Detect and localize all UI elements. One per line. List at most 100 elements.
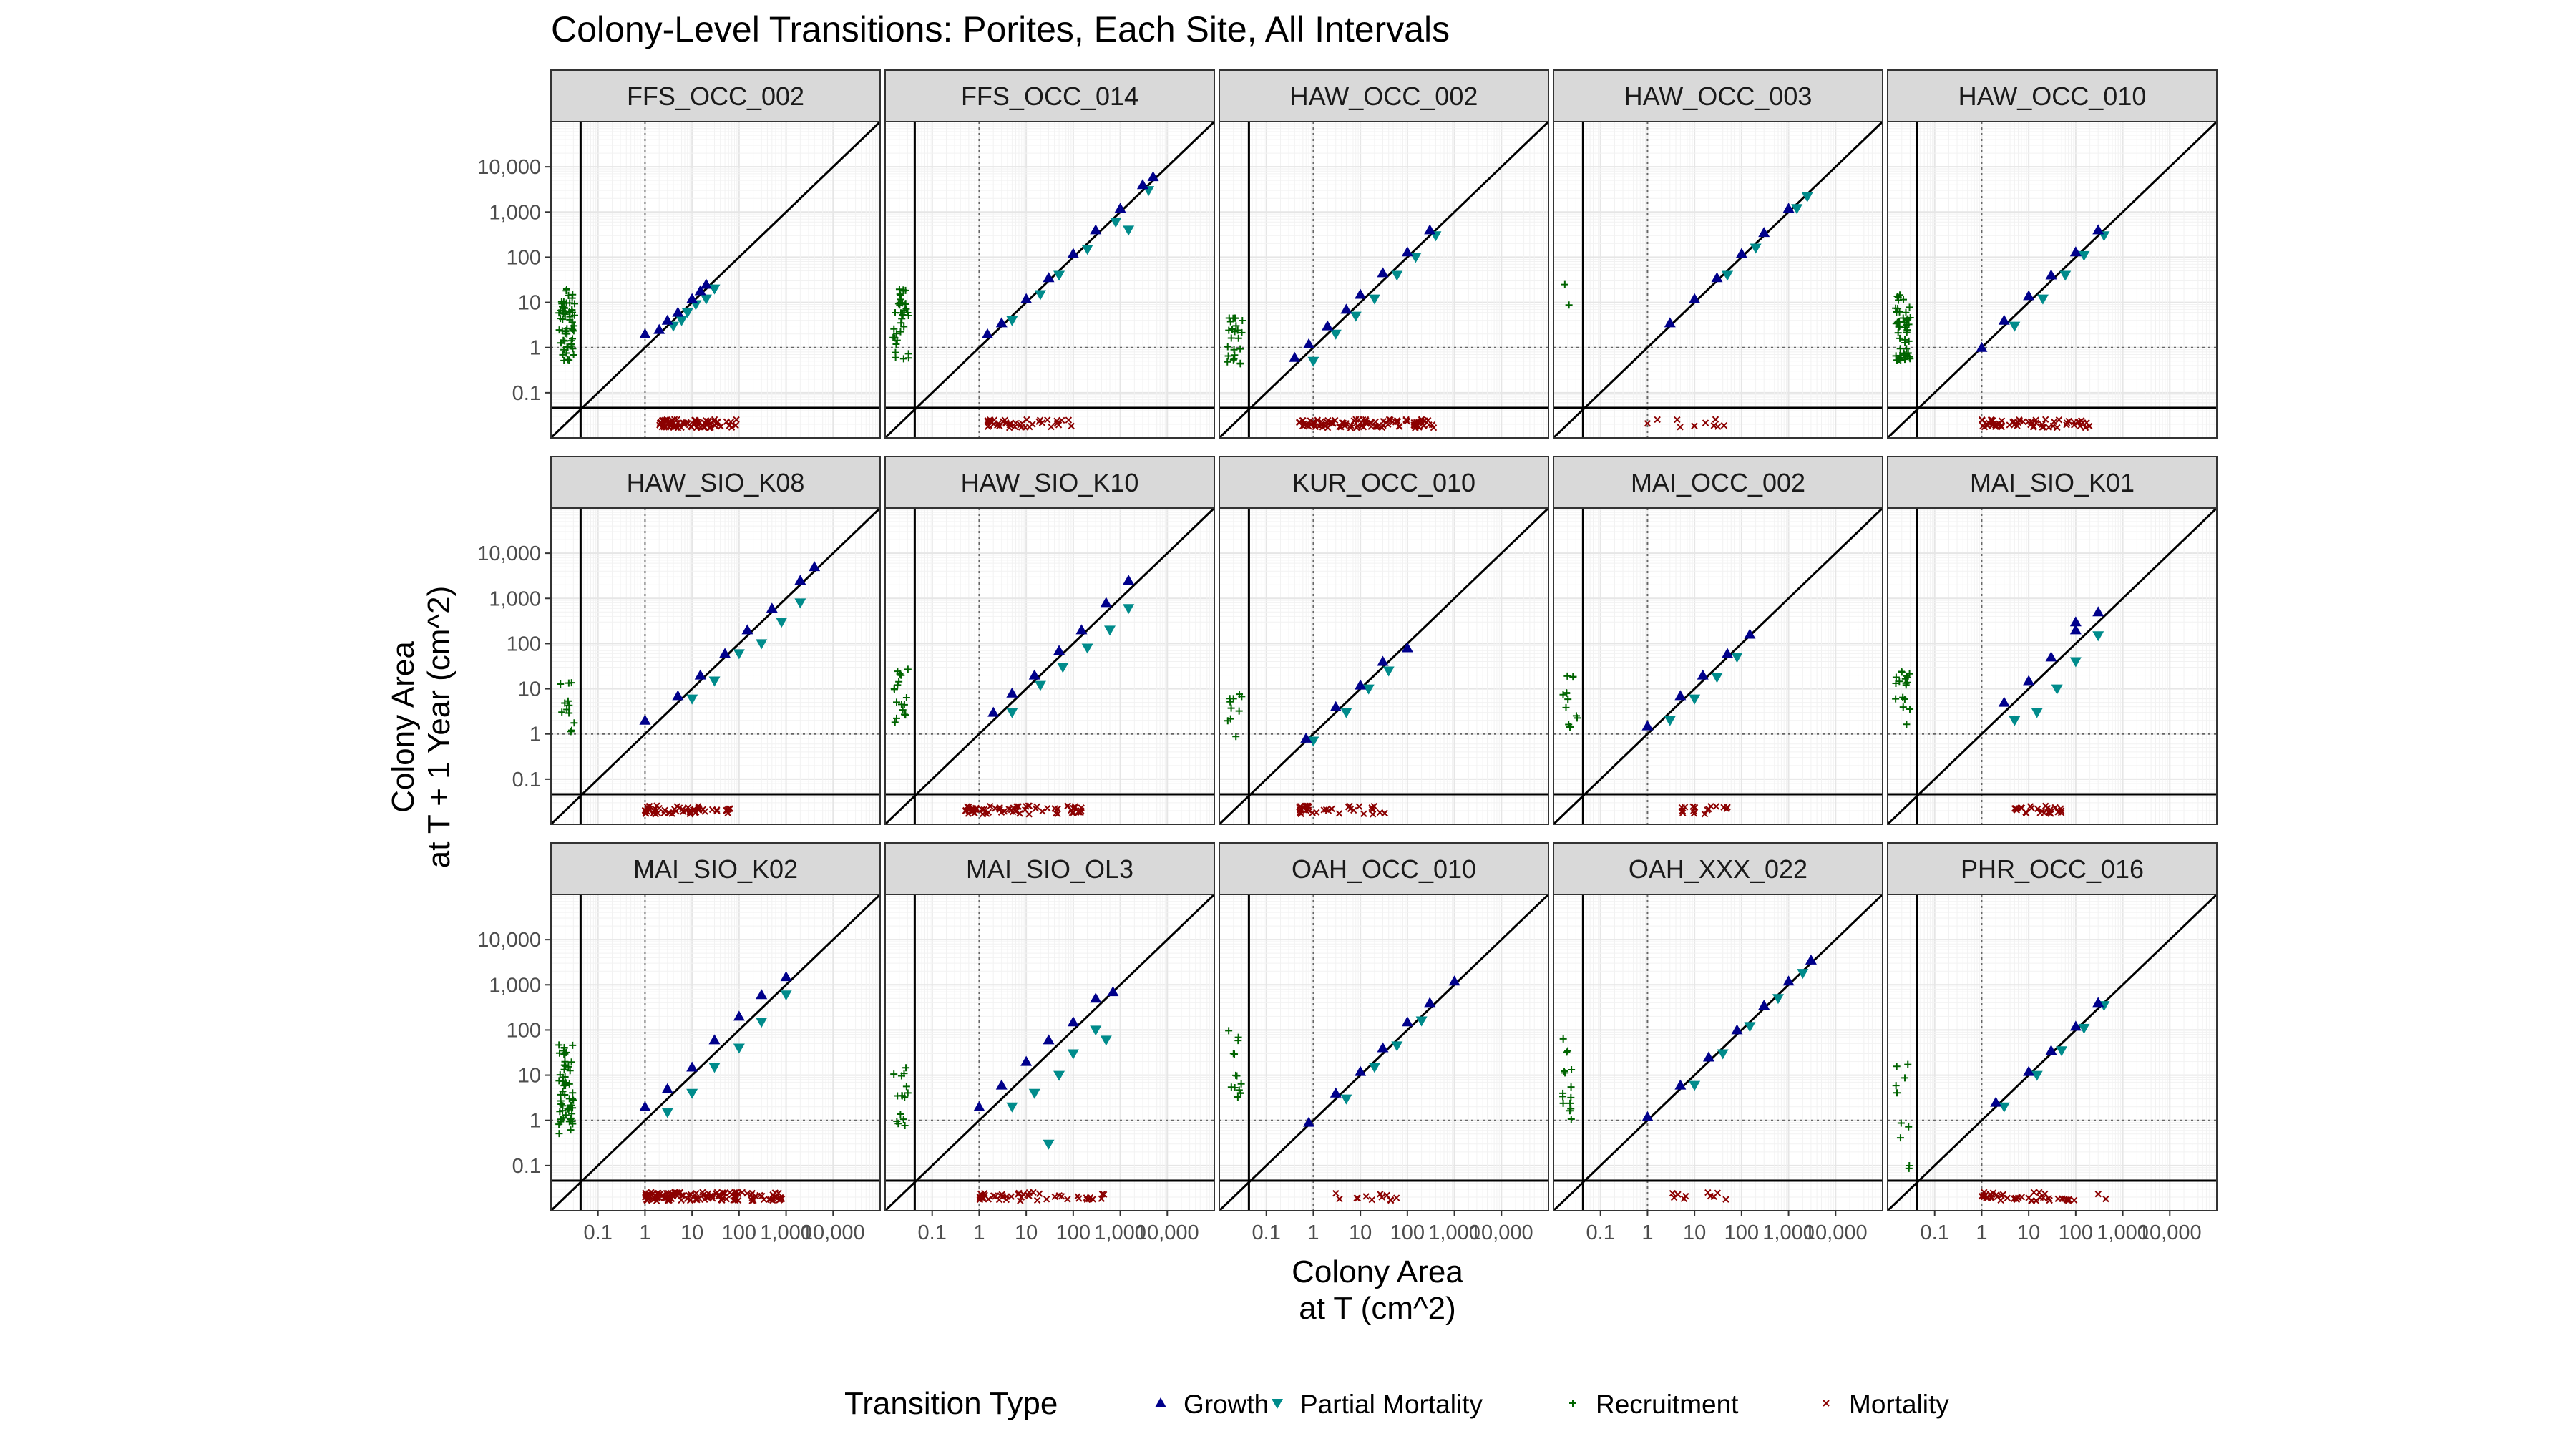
- recruitment-point: [1902, 308, 1910, 316]
- recruitment-point: [891, 718, 899, 726]
- mortality-point: [2086, 422, 2093, 430]
- growth-point: [1028, 669, 1040, 680]
- partial-mortality-point: [1028, 1088, 1040, 1099]
- recruitment-point: [1892, 1082, 1900, 1090]
- recruitment-point: [899, 286, 907, 294]
- growth-point: [1330, 701, 1342, 711]
- y-tick-label: 100: [507, 1019, 541, 1042]
- partial-mortality-point: [1350, 311, 1362, 322]
- facet-strip: [884, 69, 1215, 122]
- x-axis-title-line1: Colony Area: [1292, 1254, 1463, 1289]
- mortality-point: [1720, 422, 1728, 429]
- recruitment-point: [569, 1041, 577, 1049]
- growth-point: [1330, 1087, 1342, 1098]
- growth-point: [708, 1034, 721, 1045]
- recruitment-point: [1906, 303, 1913, 311]
- legend-items: Growth Partial Mortality Recruitment Mortal…: [1155, 1390, 1949, 1419]
- recruitment-point: [1904, 1060, 1912, 1068]
- facet-strip: [1553, 456, 1883, 509]
- mortality-point: [1370, 802, 1377, 810]
- mortality-point: [1428, 421, 1436, 429]
- mortality-point: [1044, 416, 1051, 424]
- panel-border: [884, 507, 1215, 825]
- partial-mortality-point: [1307, 736, 1319, 747]
- growth-point: [1697, 669, 1709, 680]
- mortality-point: [704, 417, 712, 425]
- mortality-point: [693, 1196, 701, 1204]
- x-tick-label: 10: [2017, 1221, 2040, 1244]
- mortality-point: [1410, 419, 1418, 426]
- growth-point: [639, 714, 651, 725]
- recruitment-point: [890, 325, 898, 333]
- recruitment-point: [562, 1062, 570, 1070]
- facet-panel: MAI_SIO_K01: [1886, 456, 2218, 826]
- mortality-point: [1680, 1195, 1688, 1203]
- growth-point: [2045, 1045, 2057, 1055]
- partial-mortality-point: [1043, 1139, 1055, 1150]
- recruitment-point: [902, 301, 909, 308]
- partial-mortality-point: [2036, 294, 2049, 305]
- recruitment-point: [1895, 323, 1903, 331]
- y-tick-label: 1: [530, 337, 541, 360]
- mortality-point: [1353, 1194, 1360, 1202]
- mortality-point: [1025, 811, 1033, 818]
- recruitment-point: [1903, 721, 1911, 728]
- recruitment-point: [565, 292, 572, 300]
- growth-point: [1090, 224, 1102, 235]
- mortality-point: [692, 416, 699, 424]
- mortality-point: [1674, 416, 1681, 424]
- partial-mortality-point: [681, 308, 693, 318]
- recruitment-point: [1892, 352, 1900, 360]
- facet-panel: KUR_OCC_010: [1218, 456, 1550, 826]
- partial-mortality-point: [1410, 253, 1422, 263]
- mortality-point: [1039, 808, 1046, 815]
- mortality-point: [732, 421, 739, 429]
- recruitment-point: [1892, 679, 1900, 687]
- recruitment-point: [890, 685, 898, 693]
- mortality-point: [1996, 420, 2003, 427]
- mortality-point: [767, 1196, 774, 1204]
- mortality-point: [1691, 422, 1698, 429]
- growth-point: [2045, 651, 2057, 662]
- mortality-point: [1710, 422, 1717, 429]
- growth-point: [1674, 1079, 1687, 1090]
- mortality-point: [654, 809, 662, 816]
- mortality-point: [1690, 810, 1698, 817]
- growth-point: [1322, 320, 1334, 331]
- recruitment-point: [904, 1089, 912, 1097]
- growth-point: [1303, 338, 1315, 348]
- growth-point: [639, 1101, 651, 1111]
- mortality-point: [1064, 1196, 1071, 1203]
- growth-point: [1782, 203, 1795, 213]
- partial-mortality-point: [1664, 716, 1676, 726]
- mortality-point: [1048, 423, 1055, 431]
- mortality-point: [2013, 806, 2021, 814]
- x-tick-label: 10,000: [1470, 1221, 1533, 1244]
- mortality-point: [1053, 420, 1060, 427]
- partial-mortality-point: [1053, 1070, 1065, 1081]
- recruitment-point: [570, 1096, 577, 1104]
- recruitment-point: [1905, 337, 1913, 345]
- recruitment-point: [904, 665, 912, 673]
- mortality-point: [1362, 1193, 1370, 1200]
- mortality-point: [1043, 1196, 1050, 1203]
- mortality-point: [2064, 1196, 2071, 1204]
- recruitment-point: [1563, 1048, 1571, 1056]
- recruitment-point: [569, 335, 577, 343]
- recruitment-point: [565, 679, 572, 687]
- growth-point: [741, 624, 753, 635]
- mortality-point: [653, 802, 660, 809]
- mortality-point: [1006, 421, 1013, 429]
- mortality-point: [1381, 809, 1388, 817]
- growth-point: [1043, 272, 1055, 283]
- y-tick-label: 0.1: [512, 382, 541, 405]
- recruitment-point: [900, 323, 908, 331]
- mortality-point: [1418, 418, 1425, 425]
- mortality-point: [1086, 1194, 1094, 1201]
- mortality-point: [1015, 1191, 1022, 1198]
- recruitment-point: [1892, 695, 1900, 703]
- mortality-point: [685, 1191, 692, 1199]
- mortality-point: [668, 1190, 676, 1198]
- mortality-point: [1677, 424, 1684, 431]
